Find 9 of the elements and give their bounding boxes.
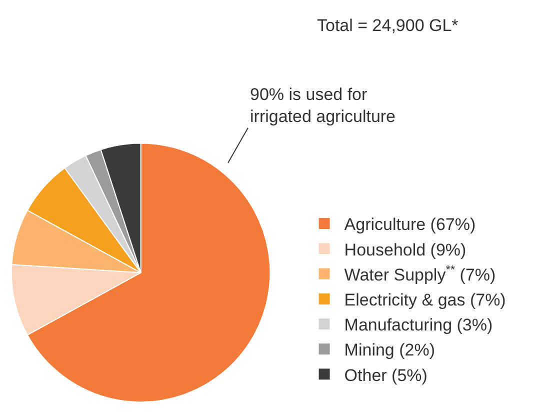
legend-label: Mining (2%) [344,340,436,360]
legend-label: Electricity & gas (7%) [344,290,506,310]
text: 90% is used for irrigated agriculture [250,85,396,126]
legend-label: Water Supply$^{**}$ (7%) [344,262,496,284]
legend-label: Agriculture (67%) [344,215,476,234]
legend-label: Household (9%) [344,240,466,260]
legend-label: Other (5%) [344,366,428,385]
legend-label: Manufacturing (3%) [344,316,493,335]
text: Total = 24,900 GL* [317,16,459,35]
